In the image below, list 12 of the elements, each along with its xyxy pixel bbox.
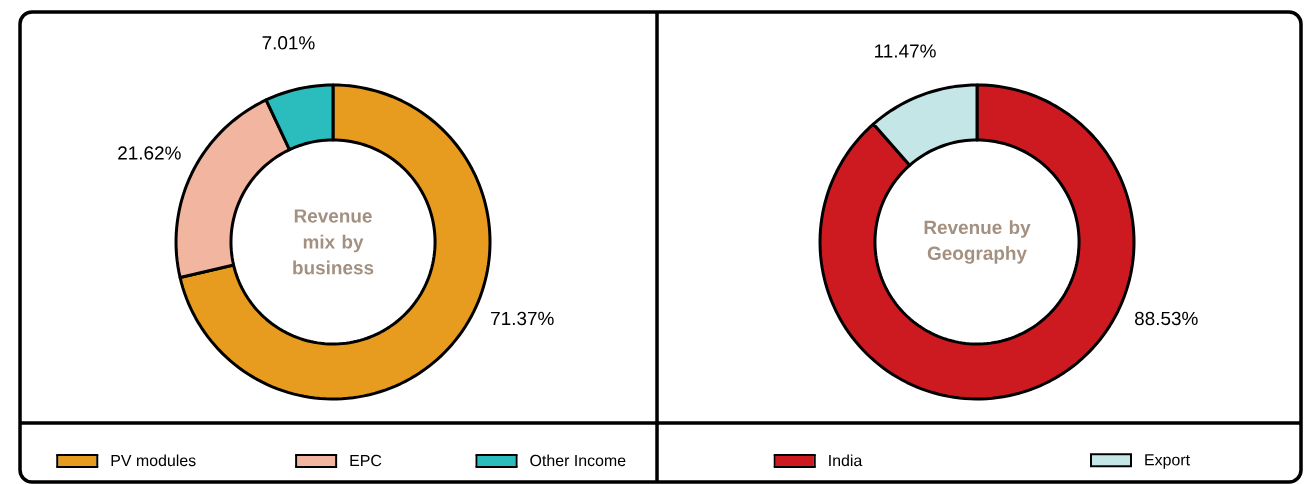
data-label: 11.47% [875, 44, 936, 58]
text: Revenue by Geography [924, 220, 1031, 264]
legend-label: Other Income [530, 454, 626, 467]
data-label: 71.37% [491, 311, 554, 326]
data-label: 7.01% [262, 36, 315, 50]
legend-label: India [829, 454, 863, 467]
legend-label: EPC [350, 454, 382, 467]
data-label: 21.62% [118, 146, 181, 160]
text: Revenue mix by business [293, 209, 374, 275]
legend-label: Export [1145, 454, 1190, 469]
data-label: 88.53% [1134, 311, 1198, 326]
legend-label: PV modules [111, 454, 196, 467]
